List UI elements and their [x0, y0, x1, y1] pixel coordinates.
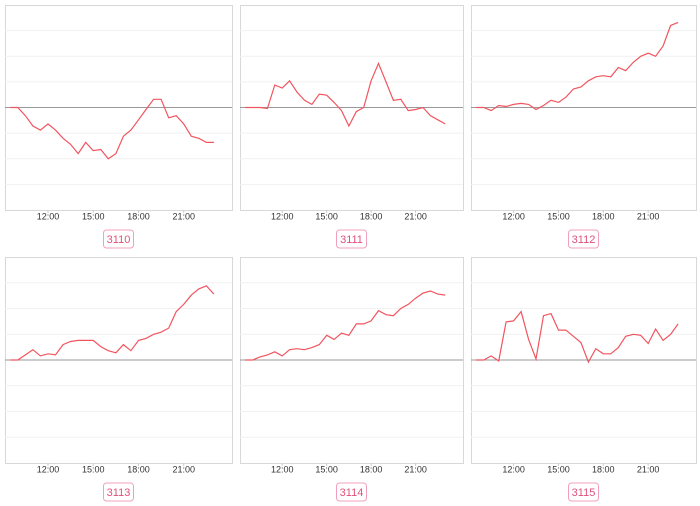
x-tick-label: 18:00	[592, 464, 615, 474]
x-tick-label: 12:00	[502, 464, 525, 474]
label-box[interactable]	[103, 229, 134, 249]
x-tick-label: 18:00	[360, 211, 383, 221]
label-box[interactable]	[568, 482, 599, 502]
x-tick-label: 21:00	[404, 464, 427, 474]
x-tick-label: 15:00	[82, 464, 105, 474]
x-tick-label: 12:00	[37, 464, 60, 474]
data-line	[245, 61, 446, 128]
chart-label[interactable]: 3112	[572, 234, 596, 246]
x-tick-label: 12:00	[37, 211, 60, 221]
label-box[interactable]	[103, 482, 134, 502]
x-tick-label: 21:00	[172, 211, 195, 221]
x-tick-label: 15:00	[82, 211, 105, 221]
x-tick-label: 18:00	[127, 211, 150, 221]
data-line	[476, 21, 679, 112]
chart-label[interactable]: 3115	[572, 487, 596, 499]
data-line	[10, 285, 215, 361]
data-line	[476, 310, 679, 364]
data-line	[245, 290, 446, 361]
chart-label[interactable]: 3111	[340, 234, 363, 246]
x-tick-label: 21:00	[637, 464, 660, 474]
data-line	[10, 98, 214, 160]
x-tick-label: 15:00	[315, 464, 338, 474]
x-tick-label: 12:00	[271, 211, 294, 221]
x-tick-label: 15:00	[547, 464, 570, 474]
x-tick-label: 18:00	[592, 211, 615, 221]
label-box[interactable]	[336, 482, 367, 502]
x-tick-label: 12:00	[271, 464, 294, 474]
x-tick-label: 21:00	[404, 211, 427, 221]
chart-label[interactable]: 3110	[107, 234, 131, 246]
label-box[interactable]	[336, 229, 367, 249]
x-tick-label: 18:00	[360, 464, 383, 474]
x-tick-label: 15:00	[547, 211, 570, 221]
x-tick-label: 21:00	[637, 211, 660, 221]
chart-label[interactable]: 3113	[107, 487, 131, 499]
x-tick-label: 15:00	[315, 211, 338, 221]
x-tick-label: 21:00	[172, 464, 195, 474]
label-box[interactable]	[568, 229, 599, 249]
x-tick-label: 12:00	[502, 211, 525, 221]
x-tick-label: 18:00	[127, 464, 150, 474]
chart-label[interactable]: 3114	[340, 487, 364, 499]
